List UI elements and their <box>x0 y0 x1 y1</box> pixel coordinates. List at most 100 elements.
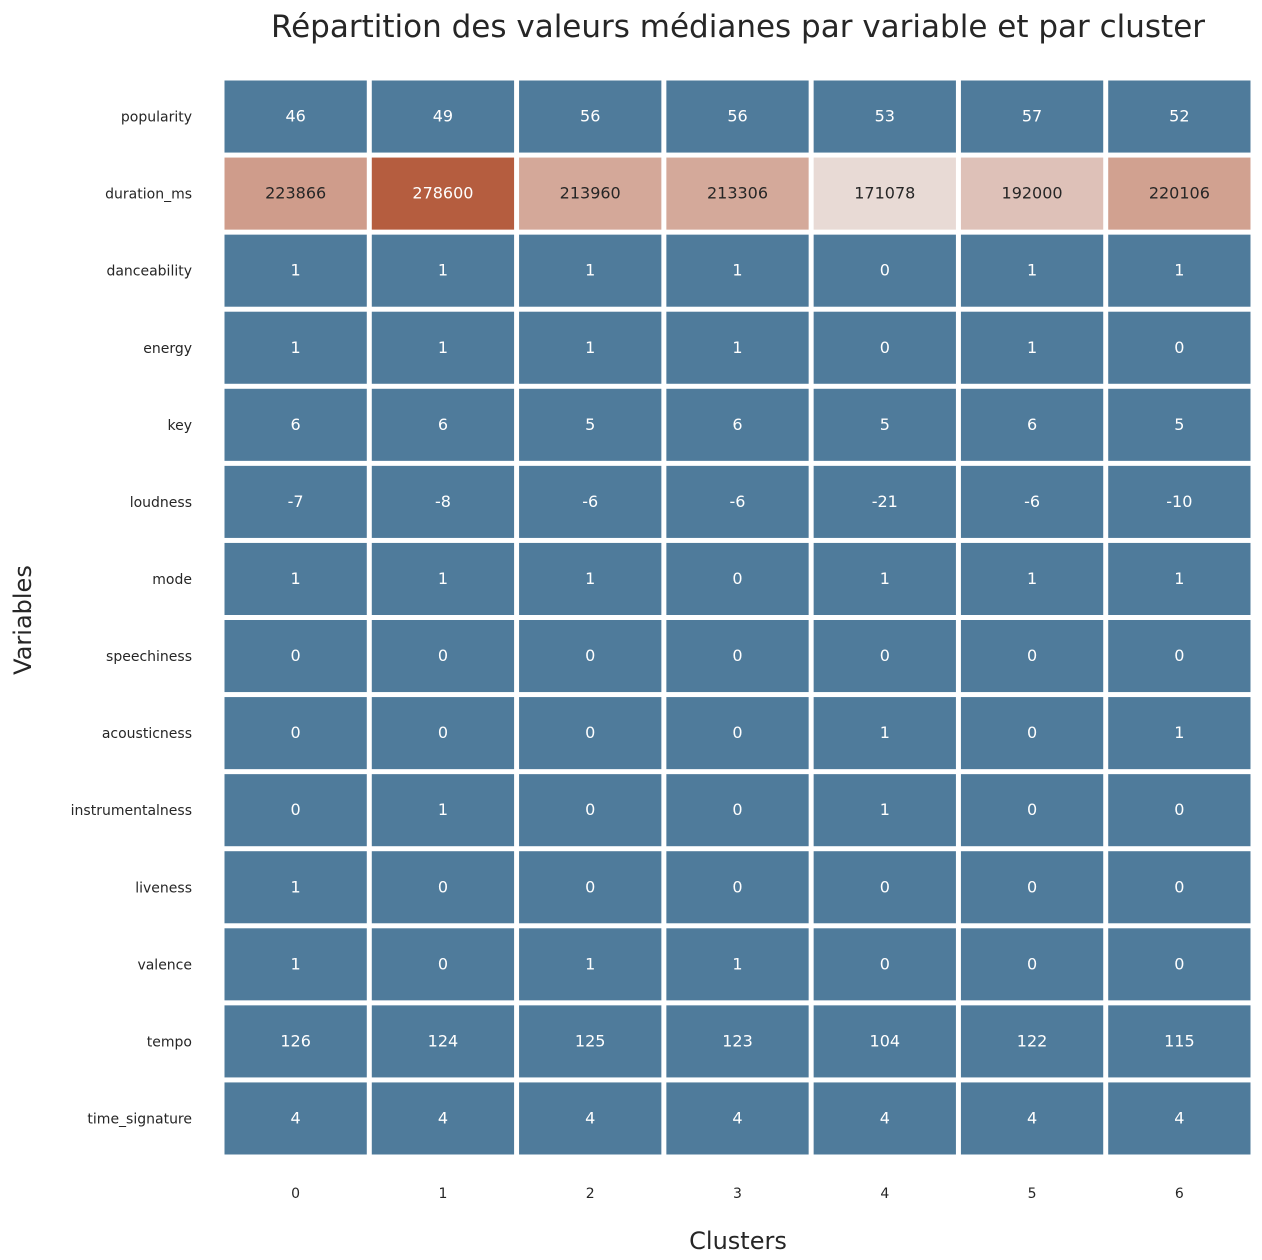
y-tick-label: acousticness <box>102 726 192 742</box>
heatmap-cell <box>371 697 515 770</box>
heatmap-cell <box>519 851 662 924</box>
y-tick-label: energy <box>143 341 192 357</box>
heatmap-cell <box>666 697 809 770</box>
heatmap-cell <box>371 1082 515 1155</box>
heatmap-cell <box>666 388 809 461</box>
cell-value-label: 0 <box>585 877 595 896</box>
cell-value-label: 5 <box>880 415 890 434</box>
cell-value-label: 1 <box>880 800 890 819</box>
x-tick-label: 1 <box>438 1186 447 1202</box>
y-tick-labels: popularity duration_ms danceability energy k… <box>71 110 192 1128</box>
heatmap-cell <box>666 1082 809 1155</box>
heatmap-cell <box>224 1082 367 1155</box>
heatmap-cell <box>1108 234 1251 307</box>
heatmap-cell <box>666 542 809 615</box>
heatmap-cell <box>519 80 662 153</box>
heatmap-cell <box>666 1005 809 1078</box>
y-tick-label: popularity <box>121 110 192 126</box>
cell-value-label: 1 <box>1027 261 1037 280</box>
heatmap-cell <box>224 1005 367 1078</box>
heatmap-cell <box>813 774 956 847</box>
heatmap-cell <box>519 157 662 230</box>
cell-value-label: 1 <box>1174 569 1184 588</box>
heatmap-cell <box>519 697 662 770</box>
cell-value-label: 0 <box>438 877 448 896</box>
cell-value-label: 4 <box>1027 1108 1037 1127</box>
heatmap-cell <box>224 234 367 307</box>
cell-value-label: 0 <box>880 954 890 973</box>
heatmap-cell <box>1108 80 1251 153</box>
heatmap-cell <box>371 388 515 461</box>
cell-value-label: 1 <box>291 338 301 357</box>
cell-value-label: 1 <box>1027 338 1037 357</box>
cell-value-label: 6 <box>1027 415 1037 434</box>
heatmap-cell <box>813 1082 956 1155</box>
heatmap-cell <box>224 928 367 1001</box>
heatmap-cell <box>960 80 1104 153</box>
heatmap-cell <box>224 465 367 538</box>
cell-value-label: 0 <box>291 800 301 819</box>
heatmap-cell <box>666 928 809 1001</box>
heatmap-cell <box>519 388 662 461</box>
cell-value-label: 1 <box>585 569 595 588</box>
cell-value-label: 1 <box>732 954 742 973</box>
heatmap-cell <box>1108 542 1251 615</box>
cell-value-label: 0 <box>1027 877 1037 896</box>
heatmap-cell <box>519 542 662 615</box>
cell-value-label: 0 <box>585 723 595 742</box>
cell-value-label: 0 <box>1174 954 1184 973</box>
cell-value-label: -7 <box>288 492 304 511</box>
cell-value-label: 0 <box>732 646 742 665</box>
cell-value-label: 0 <box>291 646 301 665</box>
cell-value-label: 4 <box>585 1108 595 1127</box>
cell-value-label: 192000 <box>1002 184 1063 203</box>
cell-value-label: 0 <box>880 338 890 357</box>
heatmap-cell <box>1108 620 1251 693</box>
y-tick-label: tempo <box>147 1034 192 1050</box>
heatmap-cell <box>519 774 662 847</box>
cell-value-label: 0 <box>438 723 448 742</box>
cell-value-label: 56 <box>580 107 600 126</box>
cell-value-label: 5 <box>585 415 595 434</box>
heatmap-cell <box>371 1005 515 1078</box>
cell-value-label: 1 <box>438 569 448 588</box>
heatmap-cell <box>1108 465 1251 538</box>
cell-value-label: 0 <box>1174 646 1184 665</box>
heatmap-cell <box>960 465 1104 538</box>
cell-value-label: 0 <box>438 646 448 665</box>
y-axis-label: Variables <box>9 565 37 675</box>
heatmap-cell <box>1108 388 1251 461</box>
heatmap-cell <box>224 697 367 770</box>
cell-value-label: -6 <box>730 492 746 511</box>
heatmap-cell <box>666 80 809 153</box>
heatmap-cell <box>813 465 956 538</box>
x-tick-labels: 0 1 2 3 4 5 6 <box>291 1186 1184 1202</box>
cell-value-label: 0 <box>1027 646 1037 665</box>
cell-value-label: 6 <box>732 415 742 434</box>
cell-value-label: 213306 <box>707 184 768 203</box>
heatmap-cell <box>224 620 367 693</box>
cell-value-label: 1 <box>732 261 742 280</box>
cell-value-label: 1 <box>732 338 742 357</box>
cell-value-label: -6 <box>1024 492 1040 511</box>
cell-value-label: 0 <box>291 723 301 742</box>
cell-value-label: 1 <box>1174 723 1184 742</box>
heatmap-cell <box>519 928 662 1001</box>
cell-value-label: 4 <box>291 1108 301 1127</box>
cell-value-label: 122 <box>1017 1031 1048 1050</box>
cell-value-label: 1 <box>291 569 301 588</box>
cell-value-label: 278600 <box>412 184 473 203</box>
cell-value-label: 53 <box>875 107 895 126</box>
heatmap-cell <box>371 928 515 1001</box>
heatmap-cell <box>1108 774 1251 847</box>
cell-value-label: 0 <box>732 800 742 819</box>
heatmap-cell <box>519 1005 662 1078</box>
cell-value-label: 0 <box>1174 338 1184 357</box>
chart-title: Répartition des valeurs médianes par var… <box>271 9 1205 45</box>
heatmap-cell <box>960 697 1104 770</box>
cell-value-label: 0 <box>1027 954 1037 973</box>
heatmap-cell <box>960 157 1104 230</box>
cell-value-label: 123 <box>722 1031 753 1050</box>
heatmap-cell <box>960 311 1104 384</box>
